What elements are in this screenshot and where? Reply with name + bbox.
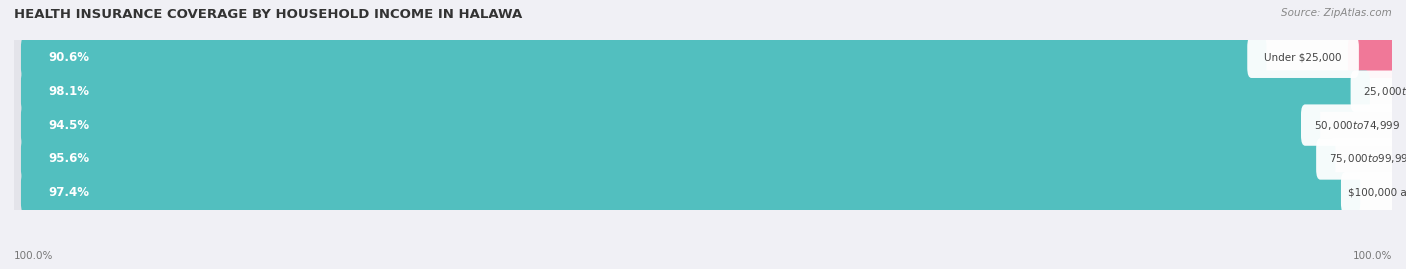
Text: 90.6%: 90.6%: [48, 51, 90, 64]
FancyBboxPatch shape: [11, 60, 1395, 122]
FancyBboxPatch shape: [21, 37, 1267, 78]
FancyBboxPatch shape: [21, 70, 1369, 112]
Text: $25,000 to $49,999: $25,000 to $49,999: [1364, 85, 1406, 98]
Text: 98.1%: 98.1%: [48, 85, 90, 98]
FancyBboxPatch shape: [1301, 104, 1406, 146]
Text: $75,000 to $99,999: $75,000 to $99,999: [1329, 153, 1406, 165]
FancyBboxPatch shape: [1341, 172, 1406, 214]
Text: Under $25,000: Under $25,000: [1264, 52, 1341, 62]
Text: 94.5%: 94.5%: [48, 119, 90, 132]
FancyBboxPatch shape: [1247, 37, 1358, 78]
FancyBboxPatch shape: [11, 128, 1395, 190]
Text: Source: ZipAtlas.com: Source: ZipAtlas.com: [1281, 8, 1392, 18]
Text: 97.4%: 97.4%: [48, 186, 90, 199]
Text: HEALTH INSURANCE COVERAGE BY HOUSEHOLD INCOME IN HALAWA: HEALTH INSURANCE COVERAGE BY HOUSEHOLD I…: [14, 8, 522, 21]
FancyBboxPatch shape: [21, 172, 1360, 214]
Text: 100.0%: 100.0%: [14, 251, 53, 261]
FancyBboxPatch shape: [11, 94, 1395, 156]
Text: 95.6%: 95.6%: [48, 153, 90, 165]
Text: 100.0%: 100.0%: [1353, 251, 1392, 261]
FancyBboxPatch shape: [21, 138, 1336, 180]
FancyBboxPatch shape: [11, 162, 1395, 224]
Text: $50,000 to $74,999: $50,000 to $74,999: [1313, 119, 1400, 132]
FancyBboxPatch shape: [1316, 138, 1406, 180]
FancyBboxPatch shape: [1351, 70, 1406, 112]
FancyBboxPatch shape: [21, 104, 1320, 146]
Text: $100,000 and over: $100,000 and over: [1347, 188, 1406, 198]
FancyBboxPatch shape: [11, 26, 1395, 88]
FancyBboxPatch shape: [1348, 37, 1406, 78]
FancyBboxPatch shape: [1402, 104, 1406, 146]
